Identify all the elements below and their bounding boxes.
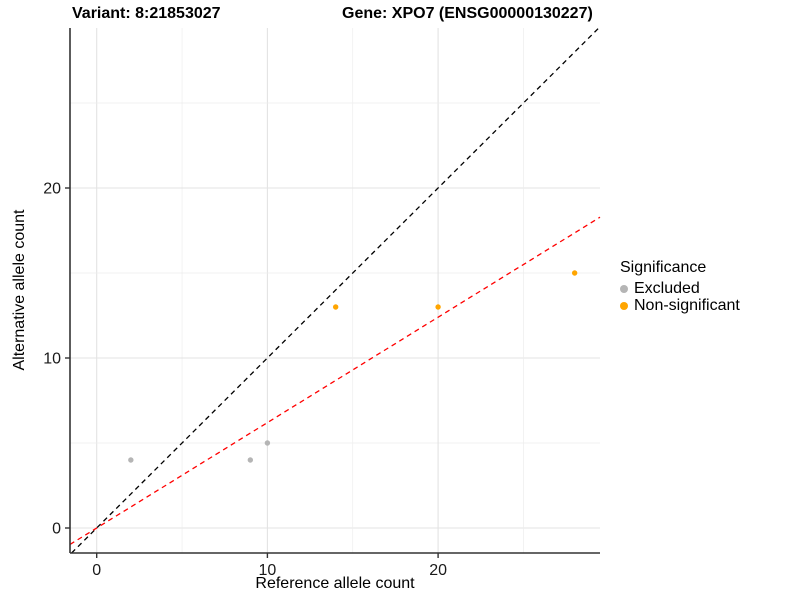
x-tick-label: 0: [92, 562, 101, 579]
legend-title: Significance: [620, 259, 707, 276]
data-point-non-significant: [571, 270, 578, 276]
legend-items: Excluded Non-significant: [620, 280, 740, 314]
x-tick-label: 10: [259, 562, 277, 579]
legend-swatch-dot: [620, 284, 628, 293]
data-point-excluded: [247, 457, 254, 463]
legend-item-label: Excluded: [634, 279, 700, 297]
legend-swatch-dot: [620, 301, 628, 310]
y-tick-label: 0: [52, 521, 61, 538]
x-tick-label: 20: [429, 562, 447, 579]
x-axis-title: Reference allele count: [255, 575, 415, 592]
y-tick-label: 20: [43, 181, 61, 198]
identity-line: [71, 27, 600, 554]
legend-item: Excluded: [620, 280, 740, 297]
y-tick-label: 10: [43, 351, 61, 368]
regression-line: [69, 216, 601, 546]
legend-item-label: Non-significant: [634, 296, 740, 314]
data-point-non-significant: [332, 304, 339, 310]
legend-item: Non-significant: [620, 297, 740, 314]
variant-title: Variant: 8:21853027: [72, 5, 221, 22]
legend: Significance Excluded Non-significant: [620, 259, 740, 314]
y-axis-title: Alternative allele count: [11, 209, 28, 371]
data-point-excluded: [128, 457, 134, 463]
gene-title: Gene: XPO7 (ENSG00000130227): [342, 5, 593, 22]
data-point-non-significant: [435, 304, 441, 310]
data-point-excluded: [264, 440, 271, 446]
